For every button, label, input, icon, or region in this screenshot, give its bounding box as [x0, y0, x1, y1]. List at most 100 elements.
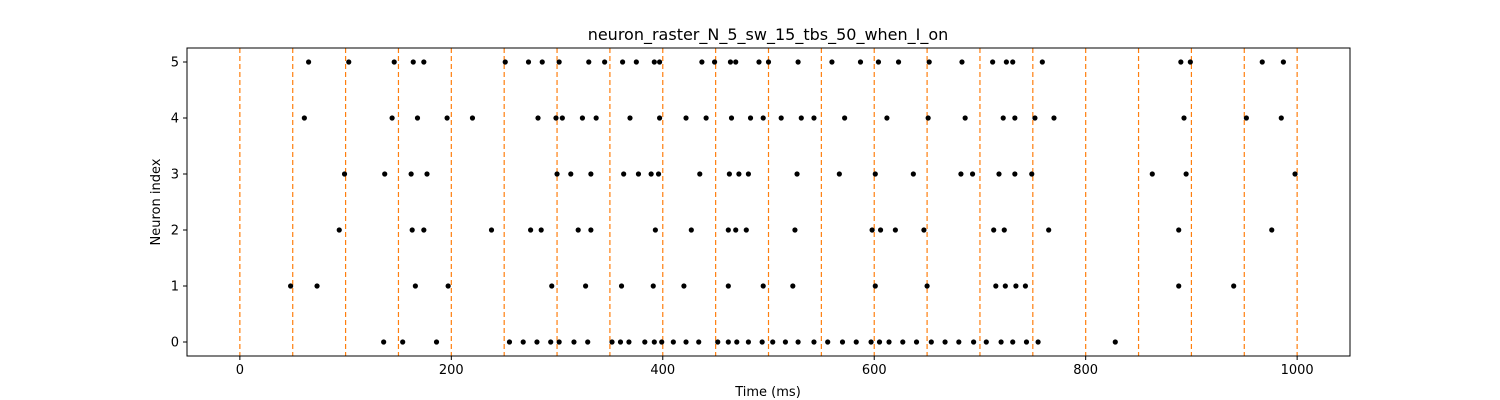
spike-point — [424, 171, 430, 177]
spike-point — [1187, 59, 1193, 65]
spike-point — [1176, 227, 1182, 233]
spike-point — [609, 339, 615, 345]
spike-point — [538, 227, 544, 233]
spike-point — [651, 339, 657, 345]
spike-point — [760, 283, 766, 289]
spike-point — [756, 59, 762, 65]
spike-point — [1003, 59, 1009, 65]
spike-point — [1243, 115, 1249, 121]
spike-point — [969, 171, 976, 177]
spike-point — [1012, 171, 1018, 177]
spike-point — [942, 339, 948, 345]
spike-point — [582, 283, 589, 289]
spike-point — [892, 227, 898, 233]
spike-point — [990, 59, 996, 65]
spike-point — [1029, 171, 1035, 177]
y-tick-label: 2 — [171, 224, 179, 239]
spike-point — [725, 283, 731, 289]
spike-point — [1149, 171, 1155, 177]
y-tick-label: 1 — [171, 280, 179, 295]
spike-point — [568, 171, 574, 177]
spike-point — [696, 339, 702, 345]
x-tick-label: 1000 — [1281, 363, 1314, 378]
spike-point — [1051, 115, 1057, 121]
spike-point — [617, 339, 624, 345]
spike-point — [736, 171, 742, 177]
spike-point — [549, 283, 555, 289]
x-axis-label: Time (ms) — [734, 385, 801, 400]
spike-point — [958, 171, 964, 177]
spike-point — [962, 115, 968, 121]
x-tick-label: 800 — [1073, 363, 1098, 378]
spike-point — [884, 115, 890, 121]
spike-point — [726, 171, 732, 177]
spike-point — [910, 171, 916, 177]
spike-point — [554, 171, 560, 177]
spike-point — [548, 339, 554, 345]
spike-point — [593, 115, 599, 121]
spike-point — [618, 283, 625, 289]
spike-point — [998, 339, 1004, 345]
spike-point — [895, 59, 902, 65]
spike-point — [1035, 339, 1041, 345]
axes-frame — [186, 47, 1351, 357]
spike-point — [747, 115, 754, 121]
spike-point — [733, 227, 739, 233]
spike-point — [839, 339, 846, 345]
spike-point — [588, 227, 594, 233]
spike-point — [836, 171, 842, 177]
spike-point — [1269, 227, 1275, 233]
spike-point — [794, 171, 800, 177]
spike-point — [697, 171, 703, 177]
spike-point — [652, 227, 658, 233]
y-tick-label: 3 — [171, 168, 179, 183]
spike-point — [875, 59, 882, 65]
spike-point — [535, 115, 541, 121]
spike-point — [745, 171, 752, 177]
spike-point — [586, 59, 592, 65]
spike-point — [575, 227, 581, 233]
spike-point — [651, 59, 657, 65]
y-axis-label: Neuron index — [149, 158, 164, 245]
spike-point — [1259, 59, 1265, 65]
spike-point — [288, 283, 294, 289]
x-tick-label: 400 — [650, 363, 675, 378]
spike-point — [1039, 59, 1045, 65]
spike-point — [1001, 227, 1007, 233]
spike-point — [926, 59, 932, 65]
spike-point — [734, 339, 740, 345]
spike-point — [993, 283, 999, 289]
spike-point — [868, 339, 874, 345]
spike-point — [346, 59, 352, 65]
spike-point — [956, 339, 962, 345]
spike-point — [699, 59, 705, 65]
spike-point — [745, 339, 752, 345]
spike-point — [1231, 283, 1237, 289]
spike-point — [811, 339, 817, 345]
spike-point — [770, 339, 776, 345]
spike-point — [506, 339, 513, 345]
spike-point — [621, 171, 627, 177]
spike-point — [409, 227, 415, 233]
spike-point — [991, 227, 997, 233]
spike-point — [725, 339, 731, 345]
x-tick-label: 600 — [862, 363, 887, 378]
spike-point — [559, 115, 565, 121]
spike-point — [811, 115, 817, 121]
spike-point — [1112, 339, 1118, 345]
spike-point — [391, 59, 397, 65]
spike-point — [336, 227, 342, 233]
spike-point — [924, 283, 930, 289]
spike-point — [1176, 283, 1182, 289]
spike-point — [520, 339, 526, 345]
spike-point — [925, 115, 931, 121]
spike-point — [983, 339, 989, 345]
x-tick-label: 0 — [236, 363, 244, 378]
spike-point — [1183, 171, 1189, 177]
spike-point — [829, 59, 835, 65]
spike-point — [1013, 283, 1019, 289]
spike-point — [688, 227, 694, 233]
spike-point — [588, 171, 594, 177]
spike-point — [1181, 115, 1187, 121]
